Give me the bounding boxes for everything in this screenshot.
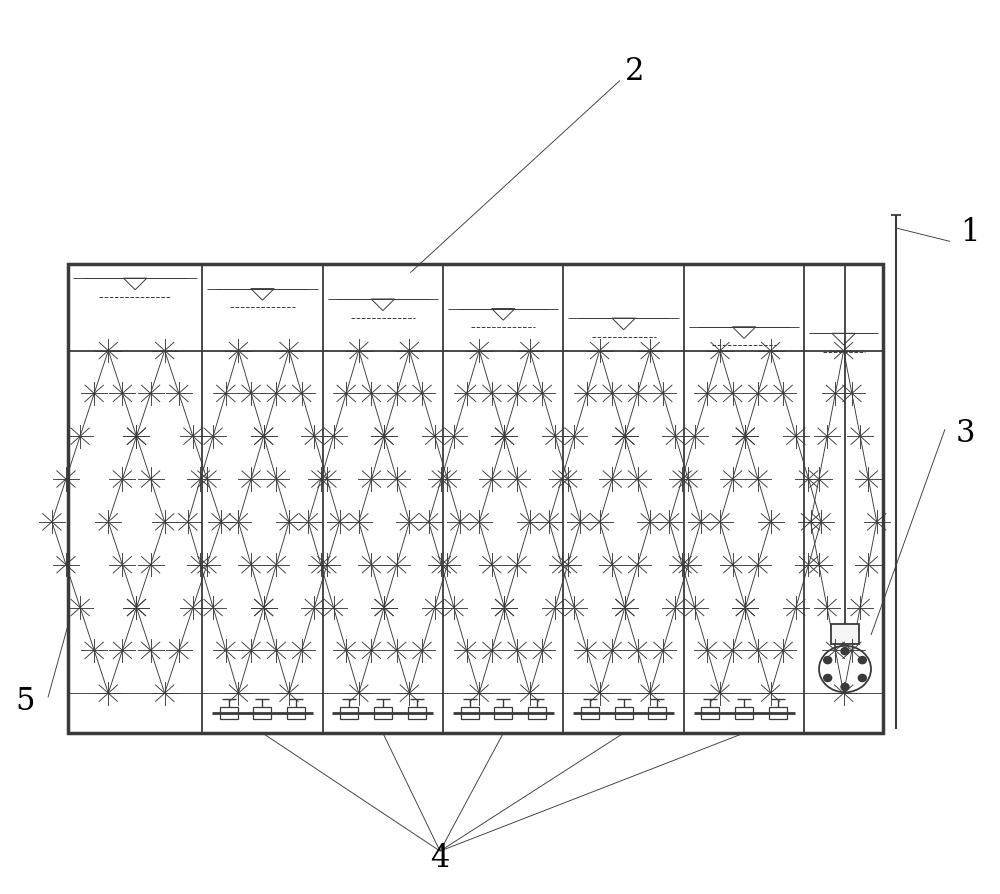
Bar bbox=[461, 707, 479, 720]
Circle shape bbox=[841, 647, 849, 654]
Circle shape bbox=[858, 674, 866, 681]
Text: 2: 2 bbox=[625, 56, 645, 87]
Circle shape bbox=[858, 656, 866, 663]
Bar bbox=[374, 707, 392, 720]
Circle shape bbox=[824, 656, 832, 663]
Bar bbox=[287, 707, 305, 720]
Text: 5: 5 bbox=[15, 687, 35, 717]
Bar bbox=[615, 707, 633, 720]
Bar bbox=[769, 707, 787, 720]
Text: 1: 1 bbox=[960, 217, 980, 248]
Bar bbox=[220, 707, 238, 720]
Bar bbox=[528, 707, 546, 720]
Text: 3: 3 bbox=[955, 418, 975, 449]
Bar bbox=[581, 707, 599, 720]
Bar bbox=[408, 707, 426, 720]
Circle shape bbox=[824, 674, 832, 681]
Bar bbox=[340, 707, 358, 720]
Bar bbox=[831, 624, 859, 644]
Bar bbox=[735, 707, 753, 720]
Text: 4: 4 bbox=[430, 843, 450, 873]
Bar bbox=[68, 264, 883, 733]
Bar bbox=[701, 707, 719, 720]
Circle shape bbox=[841, 683, 849, 690]
Bar bbox=[494, 707, 512, 720]
Bar bbox=[253, 707, 271, 720]
Bar bbox=[648, 707, 666, 720]
